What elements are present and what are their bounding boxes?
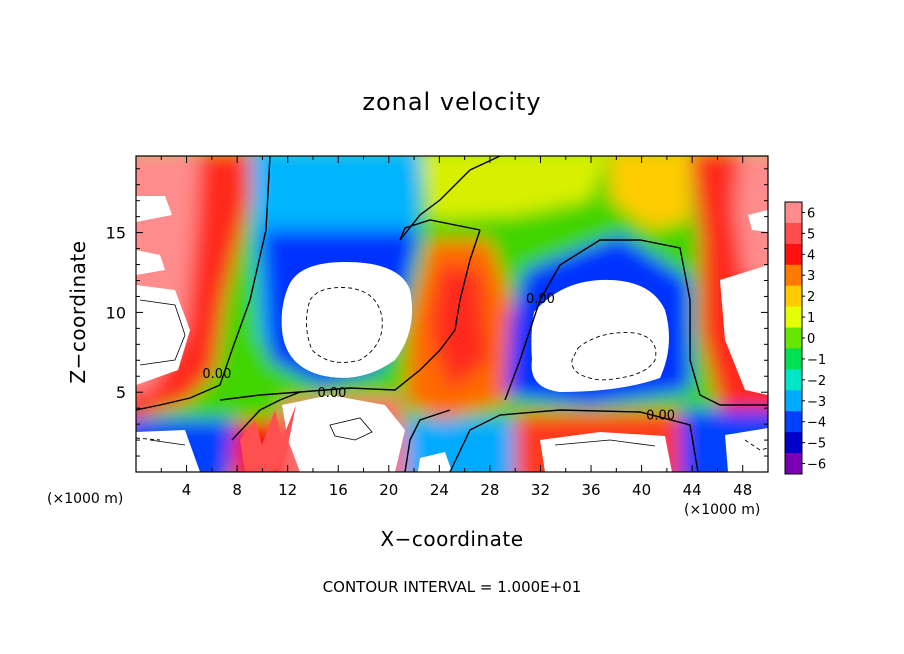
y-tick-label: 15 [106,224,126,243]
colorbar-label: −3 [807,395,826,410]
x-tick-label: 8 [232,481,242,499]
colorbar-label: 1 [807,311,815,326]
colorbar-swatch [785,264,802,287]
contour-label: 0.00 [646,409,675,424]
colorbar-label: 2 [807,290,815,305]
chart-title: zonal velocity [362,88,542,116]
contour-label: 0.00 [202,367,231,382]
colorbar-label: 5 [807,227,815,242]
contour-line-zero-right [504,239,768,406]
x-tick-label: 16 [329,481,348,499]
colorbar-swatch [785,411,802,433]
x-unit-label-right: (×1000 m) [684,502,761,518]
x-tick-label: 44 [683,481,702,499]
contour-line-zero-bottom-mid [404,409,451,472]
colorbar-swatch [785,243,802,266]
colorbar-swatch [785,432,802,454]
colorbar-label: 3 [807,269,815,284]
contour-line-zero-left [136,156,271,411]
colorbar-label: −6 [807,458,826,473]
contour-line-zero-lower-left [231,391,301,441]
colorbar-label: −5 [807,437,826,452]
y-axis-ticks: 5 10 15 [106,168,768,457]
contour-interval-note: CONTOUR INTERVAL = 1.000E+01 [322,578,582,596]
colorbar-swatch [785,202,802,224]
x-tick-label: 48 [733,481,752,499]
colorbar-swatch [785,453,802,475]
contour-line-zero-top [399,156,501,241]
colorbar-swatch [785,390,802,412]
colorbar-swatch [785,348,802,370]
x-tick-label: 20 [379,481,398,499]
x-tick-label: 4 [182,481,192,499]
y-tick-label: 5 [116,383,126,402]
y-tick-label: 10 [106,303,126,322]
colorbar-label: −4 [807,416,826,431]
x-tick-label: 28 [480,481,499,499]
plot-frame [135,155,769,473]
colorbar-swatch [785,327,802,349]
colorbar-swatch [785,222,802,245]
contour-labels: 0.00 0.00 0.00 0.00 [202,292,675,424]
contour-label: 0.00 [526,292,555,307]
colorbar-swatch [785,369,802,391]
colorbar-label: −2 [807,374,826,389]
colorbar-label: 0 [807,332,815,347]
x-unit-label-left: (×1000 m) [47,491,124,507]
colorbar-label: −1 [807,353,826,368]
colorbar-swatch [785,306,802,329]
velocity-field [136,156,768,472]
contour-label: 0.00 [317,386,346,401]
x-tick-label: 36 [581,481,600,499]
x-axis-ticks: 4 8 12 16 20 24 28 32 36 40 44 48 [160,156,752,499]
contour-line-zero-lower [449,409,699,472]
x-tick-label: 24 [430,481,449,499]
colorbar-label: 6 [807,206,815,221]
x-axis-label: X−coordinate [380,527,524,551]
colorbar: 6 5 4 3 2 1 0 −1 −2 −3 −4 −5 −6 [784,201,826,475]
x-tick-label: 40 [632,481,651,499]
contour-line-zero-middle [219,229,481,401]
colorbar-label: 4 [807,248,815,263]
colorbar-swatch [785,285,802,308]
x-tick-label: 32 [531,481,550,499]
x-tick-label: 12 [278,481,297,499]
